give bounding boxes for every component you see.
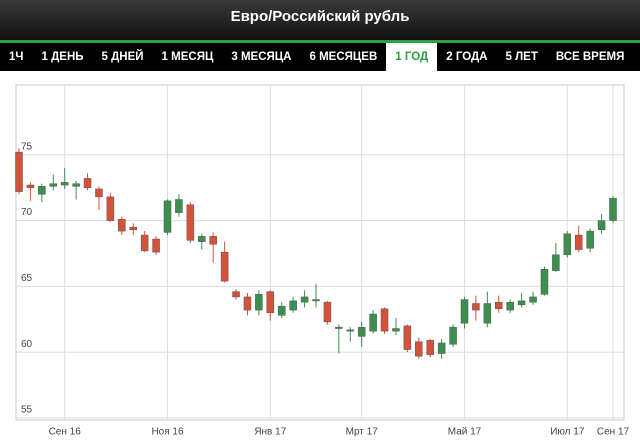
candle-body bbox=[460, 299, 469, 324]
x-tick-label: Июл 17 bbox=[550, 427, 585, 438]
tab[interactable]: 6 МЕСЯЦЕВ bbox=[309, 51, 378, 63]
candle-body bbox=[563, 233, 572, 256]
candle-body bbox=[449, 326, 457, 345]
candle-body bbox=[300, 296, 309, 303]
candle-body bbox=[83, 178, 92, 188]
candle-body bbox=[574, 234, 583, 250]
tab[interactable]: 1 МЕСЯЦ bbox=[161, 51, 214, 63]
x-tick-label: Мрт 17 bbox=[346, 427, 379, 438]
candle-body bbox=[403, 325, 412, 350]
candle-body bbox=[140, 234, 149, 252]
candle-body bbox=[266, 291, 275, 313]
candle-body bbox=[175, 199, 183, 213]
candle-body bbox=[609, 197, 617, 221]
candle-body bbox=[72, 183, 80, 187]
x-tick-label: Май 17 bbox=[448, 427, 482, 438]
candle-body bbox=[118, 219, 126, 232]
candle-body bbox=[243, 296, 252, 311]
candle-body bbox=[255, 294, 263, 311]
candle-body bbox=[152, 238, 160, 253]
candle-body bbox=[586, 230, 594, 249]
tab[interactable]: 1 ГОД bbox=[386, 43, 438, 71]
x-tick-label: Ноя 16 bbox=[151, 427, 184, 438]
candle-body bbox=[392, 328, 400, 332]
candle-body bbox=[380, 308, 389, 332]
candle-body bbox=[517, 300, 526, 306]
candle-body bbox=[437, 342, 446, 354]
candle-body bbox=[552, 254, 560, 271]
tab[interactable]: 5 ЛЕТ bbox=[505, 51, 538, 63]
candle-body bbox=[369, 313, 377, 332]
candle-body bbox=[346, 329, 355, 332]
candle-body bbox=[106, 196, 115, 221]
candle-body bbox=[335, 326, 343, 329]
candle-body bbox=[597, 220, 606, 231]
candle-body bbox=[26, 184, 35, 188]
candle-body bbox=[209, 236, 217, 245]
candle-body bbox=[357, 326, 366, 337]
candle-body bbox=[495, 301, 503, 310]
candle-body bbox=[529, 296, 537, 303]
candle-body bbox=[60, 182, 69, 186]
x-tick-label: Сен 16 bbox=[49, 427, 82, 438]
candle-body bbox=[540, 269, 549, 295]
candle-body bbox=[220, 251, 229, 282]
tab-bar: 1Ч 1 ДЕНЬ 5 ДНЕЙ 1 МЕСЯЦ 3 МЕСЯЦА 6 МЕСЯЦЕВ 1 … bbox=[0, 40, 640, 71]
x-tick-label: Янв 17 bbox=[254, 427, 286, 438]
tab[interactable]: ВСЕ ВРЕМЯ bbox=[555, 51, 625, 63]
candle-body bbox=[38, 186, 46, 195]
candle-body bbox=[95, 188, 103, 198]
candle-body bbox=[129, 226, 137, 231]
y-tick-label: 75 bbox=[21, 141, 33, 152]
candle-body bbox=[506, 301, 514, 311]
candle-body bbox=[415, 341, 423, 357]
candle-body bbox=[323, 301, 332, 323]
chart: 55 60 65 70 75 Сен 16 Ноя 16 Янв 17 Мрт 17 Май 17… bbox=[15, 84, 630, 438]
candle-body bbox=[312, 299, 320, 302]
tab[interactable]: 2 ГОДА bbox=[446, 51, 488, 63]
candle-body bbox=[49, 183, 58, 187]
candle-body bbox=[277, 305, 286, 316]
candle-body bbox=[426, 340, 434, 356]
tab[interactable]: 1Ч bbox=[9, 51, 24, 63]
candle-body bbox=[472, 303, 480, 311]
candle-body bbox=[232, 291, 240, 298]
y-tick-label: 60 bbox=[21, 339, 33, 350]
tab[interactable]: 1 ДЕНЬ bbox=[41, 51, 84, 63]
candle-body bbox=[483, 303, 492, 324]
plot-area bbox=[15, 84, 625, 421]
y-tick-label: 70 bbox=[21, 207, 33, 218]
y-tick-label: 55 bbox=[21, 405, 33, 416]
header: Евро/Российский рубль bbox=[0, 0, 640, 40]
candle-body bbox=[289, 300, 297, 311]
x-tick-label: Сен 17 bbox=[597, 427, 630, 438]
tab[interactable]: 5 ДНЕЙ bbox=[101, 51, 144, 63]
candle-body bbox=[186, 204, 195, 241]
y-tick-label: 65 bbox=[21, 273, 33, 284]
tab[interactable]: 3 МЕСЯЦА bbox=[231, 51, 292, 63]
candle-body bbox=[163, 200, 172, 233]
candle-body bbox=[198, 236, 206, 242]
candle-body bbox=[15, 151, 23, 192]
